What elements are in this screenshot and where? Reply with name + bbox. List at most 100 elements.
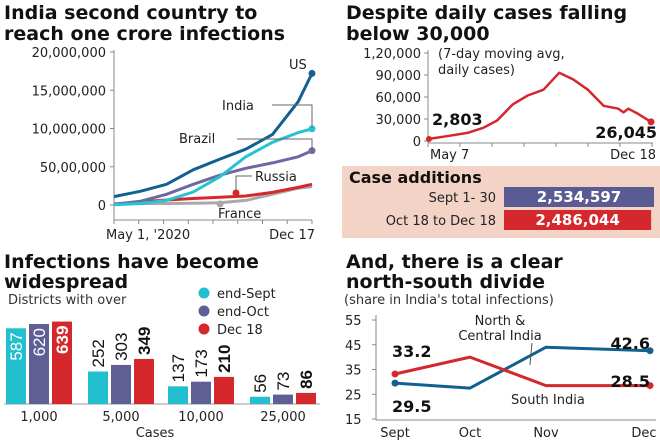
y-tick-label: 10,000,000 <box>32 123 106 138</box>
bar-dec-18 <box>52 321 72 404</box>
bar-value-label: 587 <box>7 332 26 360</box>
category-label: 10,000 <box>178 410 224 425</box>
series-label-us: US <box>289 58 307 73</box>
series-end-point <box>646 382 654 390</box>
y-tick-label: 35 <box>345 364 362 379</box>
bar-dec-18 <box>214 376 234 404</box>
y-tick-label: 30,000 <box>376 113 422 128</box>
y-tick-label: 60,000 <box>376 91 422 106</box>
legend-label: end-Sept <box>217 287 276 302</box>
north-south-chart: (share in India's total infections) 55 45 3… <box>344 293 657 440</box>
brazil-leader-line <box>237 138 313 150</box>
x-tick-label: Dec 18 <box>610 148 656 163</box>
chart-subtitle: Districts with over <box>8 293 127 308</box>
france-marker <box>216 200 224 208</box>
bar-value-label: 137 <box>169 354 188 382</box>
series-label-india: India <box>222 99 254 114</box>
north-series-label-line2: Central India <box>458 329 541 344</box>
category-label: 1,000 <box>20 410 57 425</box>
series-end-point <box>308 69 316 77</box>
bar-end-sept <box>250 396 270 404</box>
x-tick-label: Sept <box>380 426 410 440</box>
bar-end-oct <box>29 324 49 404</box>
south-start-value: 33.2 <box>392 342 431 361</box>
bar-value-label: 252 <box>89 339 108 367</box>
series-label-brazil: Brazil <box>179 132 215 147</box>
y-tick-label: 45 <box>345 339 362 354</box>
india-leader-line <box>272 104 313 128</box>
x-axis-label: Cases <box>136 426 175 440</box>
series-start-point <box>391 379 399 387</box>
series-label-russia: Russia <box>255 170 297 185</box>
y-tick-label: 0 <box>413 135 421 150</box>
case-additions-title: Case additions <box>349 168 482 187</box>
daily-cases-line <box>428 71 652 141</box>
north-series-label-line1: North & <box>475 314 526 329</box>
bar-value-label: 73 <box>274 372 293 391</box>
x-tick-label: Nov <box>533 426 559 440</box>
x-tick-label: May 1, '2020 <box>106 228 190 243</box>
series-end-point <box>646 347 654 355</box>
bar-end-oct <box>111 364 131 404</box>
bar-end-sept <box>88 371 108 404</box>
russia-marker <box>232 189 240 197</box>
bar-end-sept <box>168 386 188 404</box>
chart5-title-line1: And, there is a clear <box>346 251 563 273</box>
start-value-label: 2,803 <box>432 110 483 129</box>
bar-value-label: 620 <box>30 328 49 356</box>
districts-bar-chart: Districts with over end-Sept end-Oct Dec 18… <box>4 287 320 440</box>
north-leader-line <box>529 342 533 366</box>
bar-value-label: 86 <box>297 370 316 389</box>
x-tick-label: Oct <box>459 426 481 440</box>
y-tick-label: 15,000,000 <box>32 84 106 99</box>
y-tick-label: 90,000 <box>376 69 422 84</box>
series-line-north <box>394 345 651 390</box>
chart1-title-line1: India second country to <box>4 2 257 24</box>
bar-value-label: 173 <box>192 349 211 377</box>
bar-end-oct <box>273 394 293 404</box>
y-tick-label: 0 <box>98 199 106 214</box>
bar-dec-18 <box>296 392 316 404</box>
x-tick-label: Dec 17 <box>269 228 315 243</box>
south-series-label: South India <box>511 393 585 408</box>
y-tick-label: 20,000,000 <box>32 46 106 61</box>
cumulative-cases-chart: 20,000,000 15,000,000 10,000,000 50,00,000 0… <box>32 46 316 243</box>
chart5-title-line2: north-south divide <box>346 271 545 293</box>
chart-subtitle-line1: (7-day moving avg, <box>438 47 565 62</box>
bar-value-label: 56 <box>251 374 270 393</box>
series-line-india <box>113 127 313 207</box>
bar-value-label: 349 <box>135 327 154 355</box>
end-point <box>647 118 655 126</box>
legend-swatch <box>198 287 210 299</box>
case-additions-bar <box>504 210 652 230</box>
north-start-value: 29.5 <box>392 397 431 416</box>
bar-value-label: 210 <box>215 345 234 373</box>
bar-end-oct <box>191 381 211 404</box>
category-label: 5,000 <box>102 410 139 425</box>
start-point <box>426 135 432 142</box>
series-line-south <box>394 355 650 388</box>
chart2-title-line1: Despite daily cases falling <box>346 2 627 24</box>
south-end-value: 28.5 <box>611 372 650 391</box>
russia-leader-line <box>235 175 252 193</box>
north-end-value: 42.6 <box>611 334 650 353</box>
case-additions-label: Sept 1- 30 <box>429 191 496 206</box>
chart4-title-line2: widespread <box>4 271 128 293</box>
x-tick-label: May 7 <box>430 148 469 163</box>
end-value-label: 26,045 <box>595 123 657 142</box>
legend-label: Dec 18 <box>217 323 263 338</box>
bar-value-label: 639 <box>53 326 72 354</box>
chart2-title-line2: below 30,000 <box>346 23 490 45</box>
x-tick-label: Dec <box>631 426 656 440</box>
chart-subtitle-line2: daily cases) <box>438 63 515 78</box>
y-tick-label: 15 <box>345 413 362 428</box>
chart1-title-line2: reach one crore infections <box>4 23 285 45</box>
series-label-france: France <box>218 207 261 222</box>
daily-cases-chart: 1,20,000 90,000 60,000 30,000 0 (7-day moving… <box>363 47 657 163</box>
case-additions-value: 2,486,044 <box>535 211 619 229</box>
case-additions-bar <box>504 187 654 207</box>
bar-dec-18 <box>134 358 154 404</box>
legend-label: end-Oct <box>217 305 269 320</box>
bar-end-sept <box>6 328 26 404</box>
